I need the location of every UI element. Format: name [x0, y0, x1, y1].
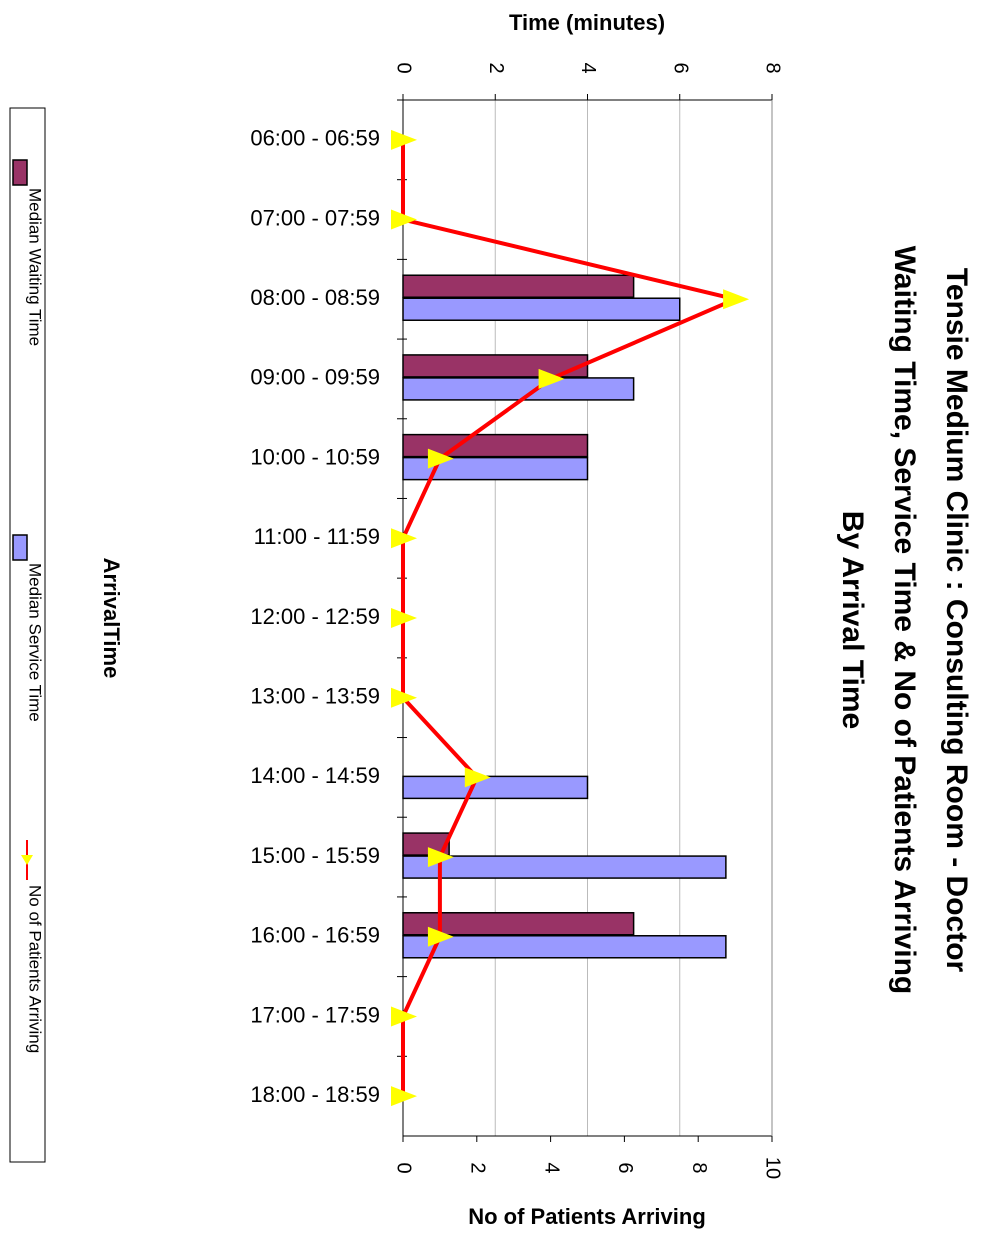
x-tick-label: 13:00 - 13:59 — [250, 684, 380, 709]
marker — [391, 528, 417, 549]
x-tick-label: 06:00 - 06:59 — [250, 126, 380, 151]
y2-tick-label: 4 — [540, 1162, 562, 1173]
marker — [391, 1006, 417, 1027]
y-tick-label: 6 — [669, 62, 691, 73]
x-tick-label: 08:00 - 08:59 — [250, 285, 380, 310]
y2-axis-title: No of Patients Arriving — [468, 1204, 706, 1229]
y2-tick-label: 2 — [467, 1162, 489, 1173]
y2-tick-label: 0 — [393, 1162, 415, 1173]
legend-label: Median Service Time — [26, 563, 45, 722]
marker — [391, 209, 417, 230]
bar — [402, 775, 589, 800]
bar — [402, 456, 589, 481]
legend-label: No of Patients Arriving — [26, 885, 45, 1053]
chart-title: By Arrival Time — [836, 511, 869, 729]
x-tick-label: 11:00 - 11:59 — [254, 524, 380, 549]
legend-marker — [21, 855, 33, 865]
x-tick-label: 15:00 - 15:59 — [250, 843, 380, 868]
y2-tick-label: 6 — [614, 1162, 636, 1173]
x-tick-label: 09:00 - 09:59 — [250, 365, 380, 390]
legend-swatch — [12, 159, 28, 186]
x-tick-label: 10:00 - 10:59 — [250, 444, 380, 469]
legend-box — [9, 107, 46, 1163]
y-tick-label: 8 — [762, 62, 784, 73]
marker — [391, 687, 417, 708]
marker — [391, 1086, 417, 1107]
x-tick-label: 18:00 - 18:59 — [250, 1082, 380, 1107]
x-tick-label: 17:00 - 17:59 — [250, 1002, 380, 1027]
x-axis-title: ArrivalTime — [99, 558, 124, 679]
marker — [427, 847, 454, 868]
marker — [538, 368, 565, 389]
y-tick-label: 0 — [393, 62, 415, 73]
chart-title: Tensie Medium Clinic : Consulting Room -… — [940, 268, 973, 973]
bar — [402, 297, 681, 321]
y-axis-title: Time (minutes) — [509, 10, 665, 35]
marker — [723, 289, 750, 310]
legend-label: Median Waiting Time — [26, 188, 45, 346]
x-tick-label: 16:00 - 16:59 — [250, 923, 380, 948]
marker — [464, 767, 491, 788]
x-tick-label: 14:00 - 14:59 — [250, 763, 380, 788]
marker — [391, 608, 417, 628]
legend-swatch — [12, 534, 28, 561]
bar — [402, 935, 727, 959]
bar — [402, 274, 635, 298]
bar — [402, 832, 450, 856]
marker — [427, 448, 454, 469]
y-tick-label: 4 — [577, 62, 599, 73]
marker — [427, 926, 454, 947]
y2-tick-label: 10 — [762, 1157, 784, 1179]
bar — [402, 855, 727, 879]
x-tick-label: 12:00 - 12:59 — [250, 604, 380, 629]
bar — [402, 377, 635, 401]
x-tick-label: 07:00 - 07:59 — [250, 205, 380, 230]
y-tick-label: 2 — [485, 62, 507, 73]
marker — [391, 129, 417, 150]
bar — [402, 912, 635, 936]
y2-tick-label: 8 — [688, 1162, 710, 1173]
chart-title: Waiting Time, Service Time & No of Patie… — [888, 246, 921, 995]
